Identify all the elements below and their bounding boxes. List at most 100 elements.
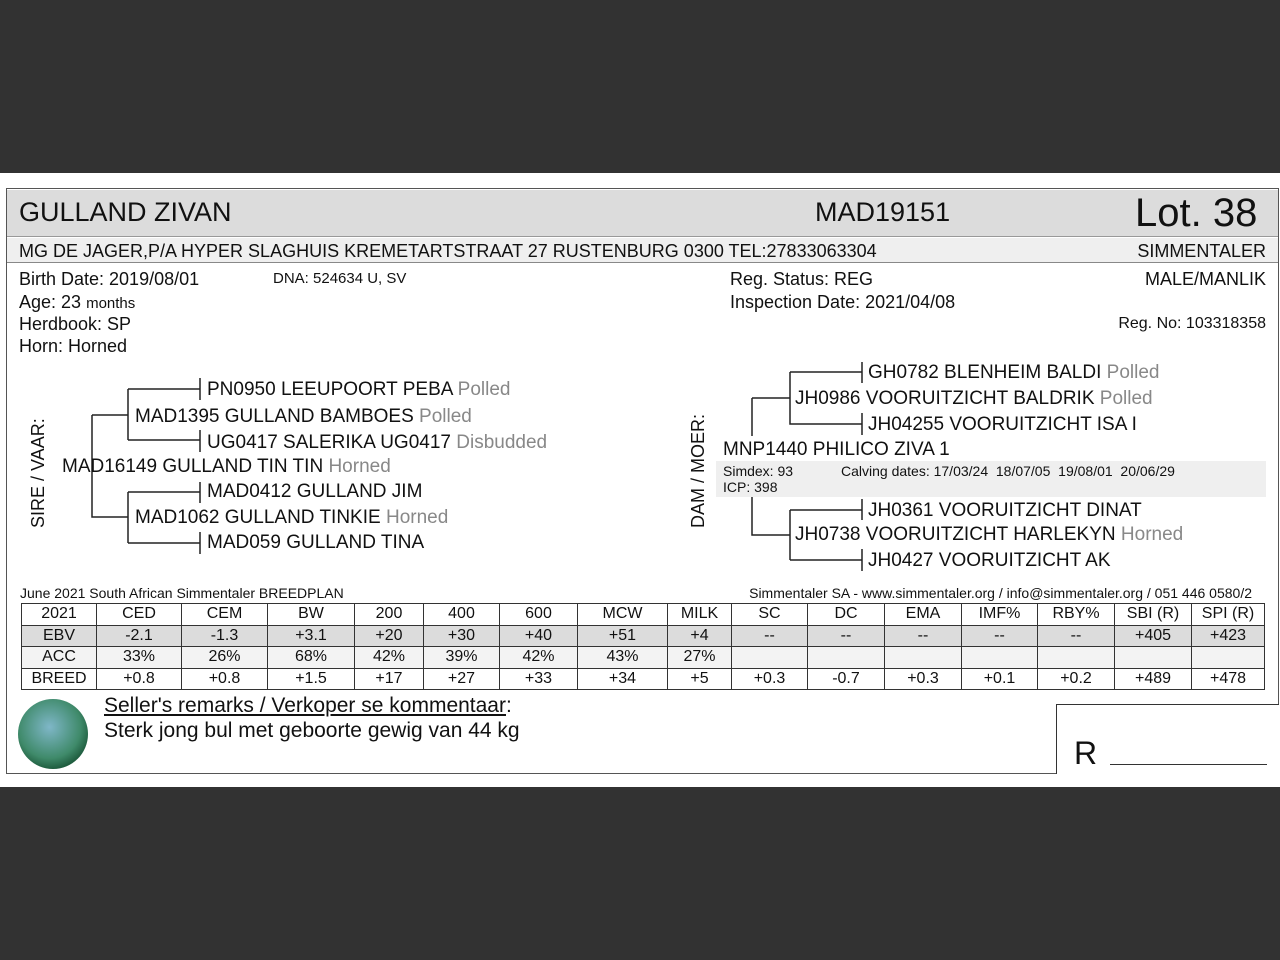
horn-tag: Polled [419,406,472,427]
sire-sire: MAD1395 GULLAND BAMBOES [135,406,414,427]
table-cell: -0.7 [807,667,885,690]
sire-dam-dam: MAD059 GULLAND TINA [207,532,425,553]
table-cell: 200 [354,603,424,626]
table-cell: +17 [354,667,424,690]
table-cell: -- [1037,624,1115,647]
horn-tag: Polled [457,379,511,400]
dam-dam-sire: JH0361 VOORUITZICHT DINAT [868,500,1142,521]
age-unit: months [86,295,136,312]
sire-dam: MAD1062 GULLAND TINKIE [135,507,381,528]
price-box [1056,704,1279,774]
table-cell [1191,646,1265,669]
table-cell: +33 [499,667,578,690]
table-cell: +0.8 [96,667,182,690]
table-cell: +489 [1114,667,1192,690]
dam-sire-dam: JH04255 VOORUITZICHT ISA I [868,414,1137,435]
remarks-heading: Seller's remarks / Verkoper se kommentaa… [104,694,506,717]
table-cell: CED [96,603,182,626]
dam-label: DAM / MOER: [688,413,708,528]
table-cell: 27% [667,646,732,669]
table-cell: 26% [181,646,268,669]
table-cell: BW [267,603,355,626]
horn-tag: Polled [1106,362,1160,383]
remarks-colon: : [505,694,512,717]
table-cell: 42% [499,646,578,669]
table-cell [884,646,962,669]
table-row: EBV -2.1 -1.3 +3.1 +20 +30 +40 +51 +4 -- -- -- -- -- +… [21,624,1265,647]
row-label: 2021 [21,603,97,626]
row-label: BREED [21,667,97,690]
sire-dam-sire: MAD0412 GULLAND JIM [207,481,423,502]
table-cell: 42% [354,646,424,669]
table-cell: +30 [423,624,500,647]
table-cell: +51 [577,624,668,647]
sire-name: MAD16149 GULLAND TIN TIN [62,456,324,477]
icp: ICP: 398 [723,479,778,495]
row-label: ACC [21,646,97,669]
price-field[interactable] [1110,764,1267,765]
horn-status: Horn: Horned [19,336,128,356]
sire-sire-sire: PN0950 LEEUPOORT PEBA [207,379,453,400]
table-cell [961,646,1038,669]
owner-row [7,238,1278,263]
table-cell: -- [731,624,808,647]
sire-sire-dam: UG0417 SALERIKA UG0417 [207,432,451,453]
table-cell: 600 [499,603,578,626]
dam-name: MNP1440 PHILICO ZIVA 1 [723,439,950,460]
dam-sire: JH0986 VOORUITZICHT BALDRIK [795,388,1095,409]
title-row [7,190,1278,237]
table-cell [731,646,808,669]
table-row: ACC 33% 26% 68% 42% 39% 42% 43% 27% [21,646,1265,669]
table-cell: SPI (R) [1191,603,1265,626]
table-cell: CEM [181,603,268,626]
table-cell: SBI (R) [1114,603,1192,626]
simdex: Simdex: 93 [723,463,794,479]
table-cell: +3.1 [267,624,355,647]
dam-dam: JH0738 VOORUITZICHT HARLEKYN [795,524,1116,545]
sex: MALE/MANLIK [1144,269,1266,289]
row-label: EBV [21,624,97,647]
table-cell: EMA [884,603,962,626]
remarks-text: Sterk jong bul met geboorte gewig van 44… [104,719,520,742]
age: Age: 23 [19,292,82,312]
table-cell: +405 [1114,624,1192,647]
table-cell: +423 [1191,624,1265,647]
lot-number: Lot. 38 [1135,191,1258,235]
owner-info: MG DE JAGER,P/A HYPER SLAGHUIS KREMETART… [19,241,877,261]
table-cell: 39% [423,646,500,669]
table-cell: +0.3 [731,667,808,690]
dam-stats-box [716,461,1266,497]
table-cell: +4 [667,624,732,647]
table-cell: 400 [423,603,500,626]
table-cell: +34 [577,667,668,690]
ebv-table: 2021 CED CEM BW 200 400 600 MCW MILK SC DC EMA IMF% R… [21,603,1265,690]
table-cell: IMF% [961,603,1038,626]
table-row: BREED +0.8 +0.8 +1.5 +17 +27 +33 +34 +5 +0.3 -0.7 +… [21,667,1265,690]
breedplan-title: June 2021 South African Simmentaler BREE… [20,585,344,601]
horn-tag: Horned [1120,524,1184,545]
breed: SIMMENTALER [1137,241,1266,261]
price-label: R [1074,735,1098,771]
horn-tag: Horned [385,507,449,528]
birth-date: Birth Date: 2019/08/01 [19,269,200,289]
table-cell: +0.2 [1037,667,1115,690]
calving-dates: Calving dates: 17/03/24 18/07/05 19/08/0… [841,463,1175,479]
horn-tag: Disbudded [456,432,548,453]
table-cell: +0.8 [181,667,268,690]
inspection-date: Inspection Date: 2021/04/08 [730,292,956,312]
table-cell: +0.3 [884,667,962,690]
reg-no: Reg. No: 103318358 [1118,315,1266,332]
table-cell: +478 [1191,667,1265,690]
table-cell: +0.1 [961,667,1038,690]
table-cell: -1.3 [181,624,268,647]
horn-tag: Polled [1099,388,1153,409]
dam-dam-dam: JH0427 VOORUITZICHT AK [868,550,1111,571]
table-cell: MILK [667,603,732,626]
sire-label: SIRE / VAAR: [28,418,48,528]
table-cell: -2.1 [96,624,182,647]
table-cell: DC [807,603,885,626]
herdbook: Herdbook: SP [19,314,132,334]
table-cell: +20 [354,624,424,647]
simmentaler-logo [18,699,88,769]
